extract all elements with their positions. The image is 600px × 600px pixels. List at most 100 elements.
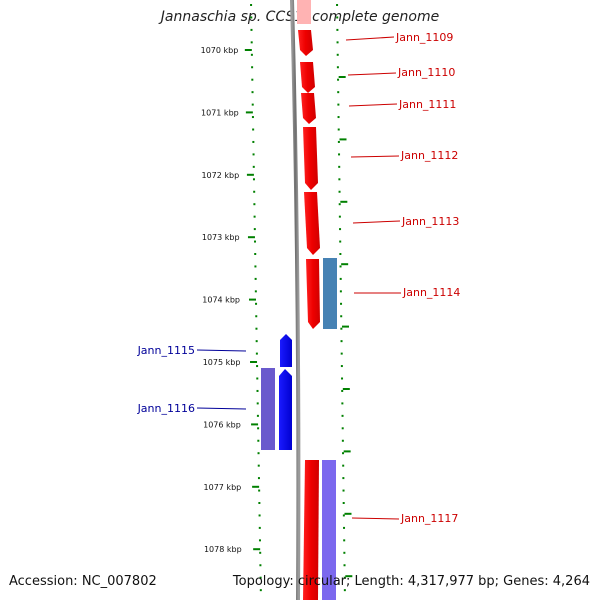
topology-text: Topology: circular; Length: 4,317,977 bp…: [232, 574, 590, 589]
tick-dot: [337, 91, 340, 94]
tick-dot: [252, 178, 255, 181]
tick-dot: [255, 302, 258, 305]
major-tick: [253, 548, 261, 551]
tick-dot: [343, 539, 346, 542]
cds-jann-1116[interactable]: [261, 368, 275, 450]
accession-text: Accession: NC_007802: [9, 574, 157, 589]
tick-dot: [338, 153, 341, 156]
tick-dot: [254, 290, 257, 293]
tick-dot: [256, 389, 259, 392]
gene-label-jann-1109[interactable]: Jann_1109: [395, 31, 453, 44]
major-tick: [252, 485, 260, 488]
tick-dot: [341, 402, 344, 405]
tick-dot: [254, 277, 257, 280]
tick-dot: [259, 576, 262, 579]
major-tick: [338, 76, 346, 78]
tick-dot: [337, 140, 340, 143]
tick-dot: [342, 502, 345, 504]
gene-arrow-jann-1117[interactable]: [303, 460, 319, 600]
cds-jann-1117[interactable]: [322, 460, 336, 600]
ruler-labels: 1070 kbp 1071 kbp 1072 kbp 1073 kbp 1074 kbp…: [201, 46, 242, 554]
gene-arrow-jann-1112[interactable]: [303, 127, 318, 190]
tick-dot: [259, 551, 262, 554]
gene-arrow-jann-1116[interactable]: [279, 369, 292, 450]
major-tick: [343, 450, 351, 453]
tick-track-left: [244, 4, 262, 592]
tick-dot: [257, 427, 260, 430]
tick-dot: [258, 502, 261, 504]
gene-arrow-jann-1114[interactable]: [306, 259, 320, 329]
tick-dot: [338, 165, 341, 168]
tick-dot: [257, 477, 260, 480]
tick-dot: [336, 41, 339, 44]
tick-dot: [337, 128, 340, 131]
tick-dot: [256, 414, 259, 417]
tick-dot: [252, 140, 255, 143]
tick-dot: [340, 365, 343, 368]
tick-dot: [251, 103, 254, 106]
tick-dot: [337, 78, 340, 81]
cds-jann-1114[interactable]: [323, 258, 337, 329]
tick-dot: [255, 340, 258, 343]
gene-arrow-jann-1113[interactable]: [304, 192, 320, 255]
tick-dot: [339, 240, 342, 243]
ruler-label: 1078 kbp: [204, 545, 242, 554]
tick-dot: [252, 165, 255, 168]
tick-dot: [255, 315, 258, 318]
gene-label-jann-1115[interactable]: Jann_1115: [137, 344, 195, 357]
gene-label-jann-1110[interactable]: Jann_1110: [397, 66, 455, 79]
gene-label-jann-1113[interactable]: Jann_1113: [401, 215, 459, 228]
tick-dot: [251, 66, 254, 69]
major-tick: [339, 138, 347, 141]
gene-label-jann-1116[interactable]: Jann_1116: [137, 402, 195, 415]
tick-dot: [250, 16, 253, 19]
gene-arrow-jann-1115[interactable]: [280, 334, 292, 367]
tick-dot: [254, 240, 257, 243]
gene-arrow-jann-1110[interactable]: [300, 62, 315, 93]
forward-genes: [298, 30, 320, 600]
tick-dot: [337, 103, 340, 106]
tick-dot: [340, 340, 343, 343]
gene-label-jann-1114[interactable]: Jann_1114: [402, 286, 460, 299]
tick-dot: [342, 452, 345, 455]
tick-dot: [252, 153, 255, 156]
gene-label-jann-1111[interactable]: Jann_1111: [398, 98, 456, 111]
tick-dot: [341, 377, 344, 380]
tick-dot: [343, 526, 346, 529]
tick-dot: [338, 203, 341, 206]
tick-dot: [250, 53, 253, 56]
major-tick: [246, 173, 254, 176]
gene-arrow-jann-1109[interactable]: [298, 30, 313, 56]
tick-dot: [258, 489, 261, 492]
ruler-label: 1076 kbp: [203, 420, 241, 429]
tick-dot: [336, 4, 339, 6]
feature-fade: [297, 0, 311, 24]
tick-dot: [338, 178, 341, 181]
ruler-label: 1072 kbp: [201, 171, 239, 180]
tick-dot: [340, 315, 343, 318]
tick-dot: [256, 365, 259, 368]
ruler-label: 1074 kbp: [202, 296, 240, 305]
tick-dot: [255, 352, 258, 355]
tick-dot: [338, 190, 341, 193]
tick-dot: [251, 78, 254, 81]
tick-dot: [251, 116, 254, 119]
tick-dot: [256, 377, 259, 380]
tick-dot: [343, 551, 346, 554]
tick-dot: [250, 28, 253, 31]
gene-label-jann-1117[interactable]: Jann_1117: [400, 512, 458, 525]
tick-dot: [341, 427, 344, 430]
tick-dot: [258, 514, 261, 517]
ruler-label: 1073 kbp: [202, 233, 240, 242]
tick-dot: [342, 489, 345, 492]
major-tick: [248, 298, 256, 301]
gene-label-jann-1112[interactable]: Jann_1112: [400, 149, 458, 162]
gene-arrow-jann-1111[interactable]: [301, 93, 316, 124]
major-tick: [247, 236, 255, 239]
tick-dot: [253, 215, 256, 218]
genome-backbone: [290, 0, 301, 600]
ruler-label: 1070 kbp: [201, 46, 239, 55]
major-tick: [340, 200, 348, 203]
tick-dot: [343, 589, 346, 592]
